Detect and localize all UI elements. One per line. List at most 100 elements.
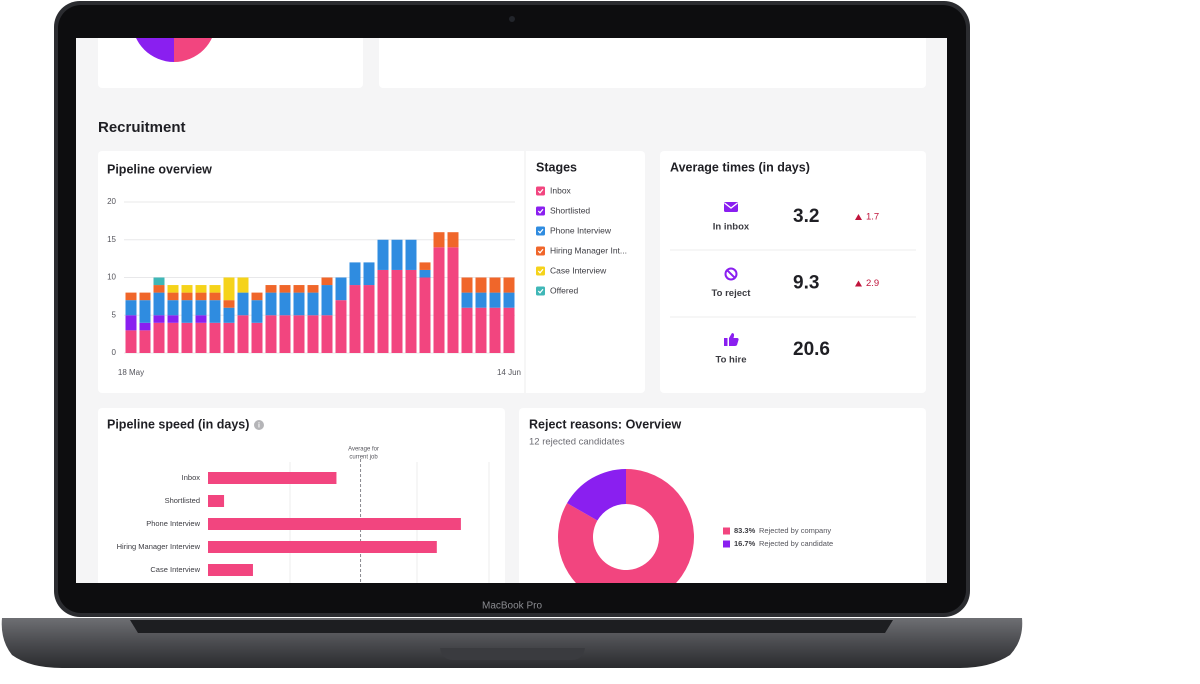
bar-segment <box>167 300 179 316</box>
bar-segment <box>167 285 179 293</box>
bar-segment <box>377 269 389 353</box>
bar-segment <box>209 300 221 323</box>
legend-swatch <box>536 226 545 236</box>
bar-segment <box>251 292 263 301</box>
hbar-chart: Average for current job Inbox Shortlisted Ph… <box>117 447 461 583</box>
bar-segment <box>153 285 165 293</box>
bar-segment <box>139 292 151 301</box>
bar-segment <box>251 300 263 323</box>
bar-segment <box>167 292 179 301</box>
bar-segment <box>447 232 459 248</box>
bar-segment <box>279 285 291 293</box>
notch <box>440 648 585 660</box>
bar-segment <box>223 307 235 323</box>
bar-segment <box>209 292 221 301</box>
bar-segment <box>125 292 137 301</box>
donut-slice <box>558 469 694 583</box>
legend-label: Rejected by company <box>759 526 831 535</box>
stacked-bar-chart: 0 5 10 15 20 18 May 14 Jun Inbox Shortlisted Phon… <box>107 185 627 377</box>
legend-swatch <box>536 266 545 276</box>
hire-icon <box>724 333 739 346</box>
bar-segment <box>265 292 277 316</box>
pie-slice <box>136 38 174 62</box>
metric-label: To reject <box>712 288 752 299</box>
section-title: Recruitment <box>98 119 186 136</box>
bar-segment <box>405 269 417 353</box>
metric-change: 2.9 <box>866 278 879 289</box>
legend-label: Inbox <box>550 185 572 195</box>
bar-segment <box>139 300 151 323</box>
bar-segment <box>349 262 361 286</box>
card-title: Average times (in days) <box>670 160 810 174</box>
bar-segment <box>195 322 207 353</box>
y-tick-label: Shortlisted <box>165 496 200 505</box>
bar-segment <box>321 285 333 316</box>
average-label: Average for <box>348 447 379 453</box>
donut-slice <box>567 469 626 521</box>
bar-segment <box>167 315 179 323</box>
legend-check <box>537 248 544 254</box>
bar-segment <box>391 239 403 270</box>
bar-segment <box>153 277 165 286</box>
bar-segment <box>307 292 319 316</box>
laptop-label: MacBook Pro <box>482 601 542 612</box>
bar-segment <box>419 277 431 353</box>
bar-segment <box>321 277 333 286</box>
legend-check <box>537 268 544 274</box>
bar-segment <box>419 262 431 270</box>
bar-segment <box>195 285 207 293</box>
bar <box>208 495 225 507</box>
bar-segment <box>363 262 375 286</box>
legend-title: Stages <box>536 160 577 174</box>
y-tick-label: Hiring Manager Interview <box>117 542 201 551</box>
pie-slice <box>174 38 212 62</box>
info-icon-glyph: i <box>258 422 260 429</box>
legend-swatch <box>536 206 545 216</box>
bar-segment <box>195 292 207 301</box>
bar-segment <box>405 239 417 270</box>
bar <box>208 472 337 484</box>
legend-label: Hiring Manager Int... <box>550 245 627 255</box>
x-tick-label: 14 Jun <box>497 368 521 377</box>
legend-check <box>537 228 544 234</box>
bar-segment <box>335 277 347 301</box>
bar-segment <box>265 315 277 353</box>
legend-check <box>537 188 544 194</box>
bar-segment <box>265 285 277 293</box>
bar-segment <box>349 285 361 353</box>
metric-label: In inbox <box>713 222 750 233</box>
legend-swatch <box>723 540 730 548</box>
card <box>519 408 926 583</box>
metric-change: 1.7 <box>866 212 879 223</box>
bar-segment <box>489 277 501 293</box>
card-title: Reject reasons: Overview <box>529 417 681 431</box>
bar-segment <box>489 292 501 308</box>
bar-segment <box>293 315 305 353</box>
bar-segment <box>293 292 305 316</box>
bar-segment <box>181 322 193 353</box>
card <box>98 408 505 583</box>
y-tick-label: Phone Interview <box>146 519 200 528</box>
card-subtitle: 12 rejected candidates <box>529 437 625 448</box>
info-icon[interactable] <box>254 420 264 430</box>
legend-label: Offered <box>550 285 578 295</box>
legend-swatch <box>723 527 730 535</box>
bar-segment <box>419 269 431 278</box>
bar-segment <box>475 307 487 353</box>
bar-segment <box>447 247 459 353</box>
bar-segment <box>251 322 263 353</box>
bar-segment <box>125 330 137 353</box>
x-tick-label: 18 May <box>118 368 144 377</box>
bar-segment <box>433 247 445 353</box>
bar-segment <box>503 292 515 308</box>
value-label: 83.3% <box>734 526 756 535</box>
bar-segment <box>181 300 193 323</box>
bar-segment <box>307 315 319 353</box>
bar-segment <box>223 277 235 301</box>
change-arrow <box>855 214 862 220</box>
bar-segment <box>209 285 221 293</box>
bar-segment <box>223 300 235 308</box>
screen: Recruitment Pipeline overview Stages 0 5 1… <box>76 38 947 583</box>
